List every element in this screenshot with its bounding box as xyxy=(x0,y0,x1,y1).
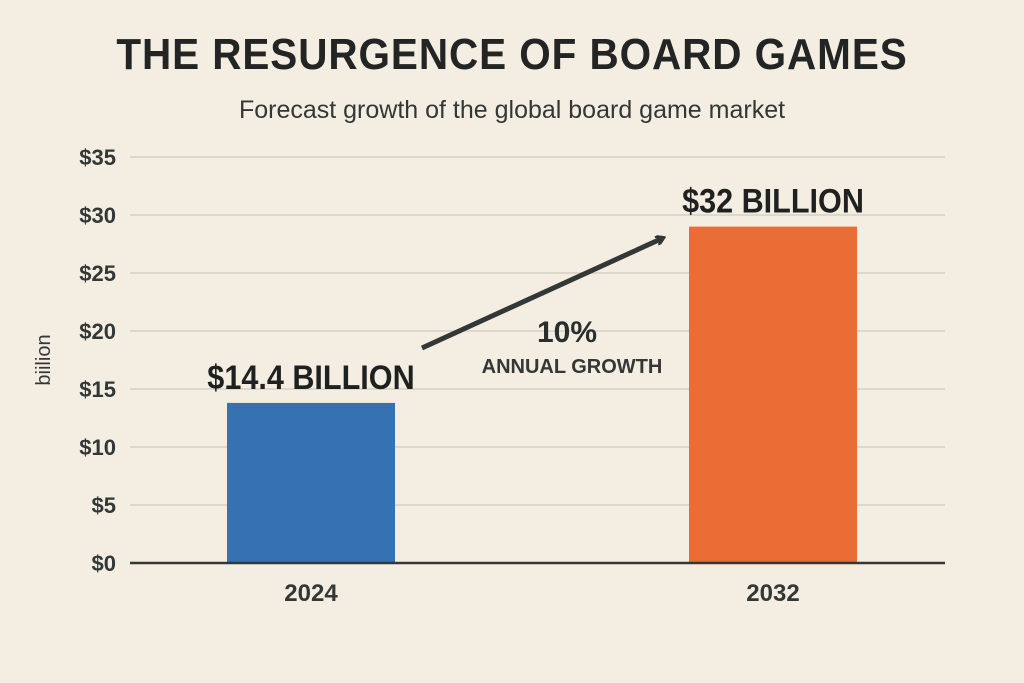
y-tick-label: $15 xyxy=(79,377,116,402)
y-tick-label: $25 xyxy=(79,261,116,286)
y-tick-label: $20 xyxy=(79,319,116,344)
chart-subtitle: Forecast growth of the global board game… xyxy=(238,96,786,124)
y-tick-label: $0 xyxy=(92,551,116,576)
growth-arrow xyxy=(420,238,663,351)
growth-rate-value: 10% xyxy=(537,316,597,349)
bar-2024 xyxy=(227,402,395,563)
x-tick-label: 2032 xyxy=(746,580,799,607)
data-label: $14.4 BILLION xyxy=(207,358,414,396)
y-tick-label: $5 xyxy=(92,493,116,518)
chart-title: THE RESURGENCE OF BOARD GAMES xyxy=(116,30,908,79)
y-tick-label: $35 xyxy=(79,145,116,170)
y-axis-label: biilion xyxy=(33,334,55,385)
y-tick-label: $30 xyxy=(79,203,116,228)
growth-rate-text: ANNUAL GROWTH xyxy=(482,356,663,378)
bar-2032 xyxy=(689,226,857,563)
data-label: $32 BILLION xyxy=(682,182,864,220)
x-tick-label: 2024 xyxy=(284,580,338,607)
y-tick-label: $10 xyxy=(79,435,116,460)
